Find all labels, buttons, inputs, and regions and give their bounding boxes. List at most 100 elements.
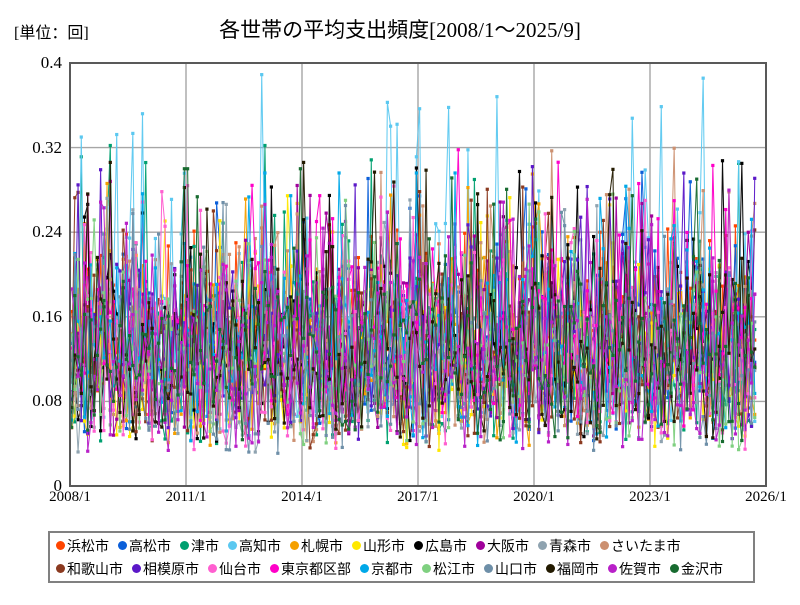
series-marker <box>195 437 199 441</box>
series-marker <box>347 430 351 434</box>
series-marker <box>240 316 244 320</box>
legend-item[interactable]: 金沢市 <box>670 562 723 576</box>
series-marker <box>424 333 428 338</box>
series-marker <box>99 429 103 433</box>
series-marker <box>598 301 602 305</box>
legend-item[interactable]: 仙台市 <box>208 562 261 576</box>
series-marker <box>682 171 686 175</box>
series-marker <box>389 364 393 368</box>
series-marker <box>350 419 354 424</box>
series-marker <box>527 310 531 314</box>
series-marker <box>666 396 670 400</box>
legend-item[interactable]: 東京都区部 <box>270 562 351 576</box>
legend-item[interactable]: 佐賀市 <box>608 562 661 576</box>
series-marker <box>189 360 193 365</box>
series-marker <box>601 218 605 223</box>
series-marker <box>472 431 476 435</box>
series-marker <box>679 382 683 386</box>
legend-item[interactable]: 大阪市 <box>476 539 529 553</box>
series-marker <box>592 425 596 429</box>
series-marker <box>247 195 251 199</box>
series-marker <box>350 387 354 391</box>
series-marker <box>140 264 145 268</box>
series-marker <box>672 443 676 447</box>
series-marker <box>334 411 338 415</box>
series-marker <box>666 287 670 291</box>
series-marker <box>572 229 576 234</box>
series-marker <box>401 430 406 434</box>
series-marker <box>543 393 547 397</box>
series-marker <box>691 408 696 412</box>
legend-item[interactable]: 浜松市 <box>56 539 109 553</box>
series-marker <box>215 331 219 335</box>
series-marker <box>479 279 483 283</box>
series-marker <box>546 343 551 347</box>
series-marker <box>708 373 712 377</box>
legend-item[interactable]: 青森市 <box>538 539 591 553</box>
series-marker <box>572 417 576 421</box>
series-marker <box>737 306 741 310</box>
legend-item[interactable]: 和歌山市 <box>56 562 123 576</box>
series-marker <box>195 315 199 319</box>
series-marker <box>70 309 74 314</box>
series-marker <box>459 426 464 430</box>
series-marker <box>379 170 383 175</box>
series-marker <box>701 389 705 393</box>
series-marker <box>708 303 712 307</box>
series-marker <box>682 331 686 335</box>
series-marker <box>247 367 251 371</box>
series-marker <box>637 352 641 356</box>
legend-item[interactable]: 福岡市 <box>546 562 599 576</box>
series-marker <box>637 262 641 267</box>
legend-item[interactable]: 山口市 <box>484 562 537 576</box>
series-marker <box>556 295 560 299</box>
series-marker <box>588 421 592 425</box>
series-marker <box>189 328 193 332</box>
series-marker <box>450 375 454 379</box>
legend-item[interactable]: 広島市 <box>414 539 467 553</box>
series-marker <box>295 381 299 385</box>
series-marker <box>282 399 286 403</box>
legend-item[interactable]: 高知市 <box>228 539 281 553</box>
series-marker <box>99 200 103 204</box>
series-marker <box>466 395 470 399</box>
legend-item[interactable]: 京都市 <box>360 562 413 576</box>
legend-label: 浜松市 <box>67 537 109 554</box>
series-marker <box>173 308 177 312</box>
series-marker <box>160 365 164 370</box>
series-marker <box>572 330 576 334</box>
legend-item[interactable]: さいたま市 <box>600 539 681 553</box>
series-marker <box>153 301 157 305</box>
series-marker <box>572 281 576 285</box>
legend-item[interactable]: 相模原市 <box>132 562 199 576</box>
legend-item[interactable]: 山形市 <box>352 539 405 553</box>
series-marker <box>459 380 464 384</box>
series-marker <box>192 244 196 248</box>
series-marker <box>711 377 715 382</box>
series-marker <box>524 347 528 351</box>
series-marker <box>118 324 122 328</box>
series-marker <box>314 311 319 315</box>
legend-item[interactable]: 高松市 <box>118 539 171 553</box>
legend-item[interactable]: 津市 <box>180 539 219 553</box>
legend-item[interactable]: 札幌市 <box>290 539 343 553</box>
series-marker <box>137 307 141 311</box>
series-marker <box>517 367 522 371</box>
series-marker <box>211 283 215 287</box>
series-marker <box>614 325 618 329</box>
series-marker <box>311 425 315 429</box>
legend-color-marker-icon <box>600 541 609 550</box>
series-marker <box>447 426 451 430</box>
series-marker <box>292 438 296 442</box>
series-marker <box>466 274 470 278</box>
series-marker <box>675 416 679 420</box>
series-marker <box>746 259 750 264</box>
series-marker <box>679 349 683 353</box>
series-marker <box>343 352 348 356</box>
legend-item[interactable]: 松江市 <box>422 562 475 576</box>
series-marker <box>247 388 251 392</box>
series-marker <box>340 423 344 427</box>
series-marker <box>559 337 563 341</box>
series-marker <box>695 348 699 352</box>
series-marker <box>595 204 599 208</box>
